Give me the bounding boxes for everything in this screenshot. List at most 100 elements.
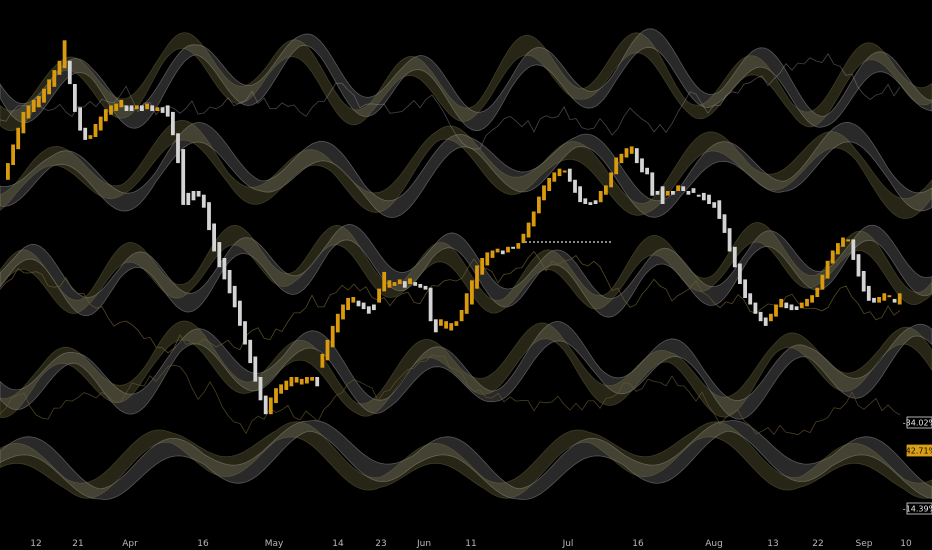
candle-160 xyxy=(830,250,835,264)
candle-75 xyxy=(392,282,397,286)
candle-46 xyxy=(243,321,247,345)
candle-98 xyxy=(511,246,515,249)
candle-135 xyxy=(701,192,706,201)
candle-106 xyxy=(552,172,557,182)
candles xyxy=(6,40,902,415)
price-badge-text: -34.02% xyxy=(903,419,932,428)
candle-15 xyxy=(83,127,88,140)
price-badge-text: -14.39% xyxy=(903,505,932,514)
candle-127 xyxy=(660,186,665,204)
candle-49 xyxy=(258,377,263,401)
candle-144 xyxy=(748,293,753,305)
candle-3 xyxy=(21,111,26,134)
x-tick-label: 22 xyxy=(812,539,823,549)
candle-166 xyxy=(861,271,866,292)
candle-108 xyxy=(562,170,567,173)
candle-116 xyxy=(604,185,608,195)
candle-151 xyxy=(784,302,789,309)
x-tick-label: 14 xyxy=(332,539,344,549)
ribbon-band-4-0 xyxy=(0,420,932,500)
candle-89 xyxy=(464,293,469,314)
candle-76 xyxy=(397,279,402,284)
candle-91 xyxy=(475,265,479,289)
candle-173 xyxy=(897,293,902,305)
price-badge-text: -42.71% xyxy=(903,447,932,456)
candle-93 xyxy=(485,252,490,266)
candle-71 xyxy=(372,304,376,311)
candle-50 xyxy=(263,395,268,415)
candle-101 xyxy=(526,222,531,238)
candle-111 xyxy=(578,186,582,203)
candle-56 xyxy=(294,377,299,383)
candle-92 xyxy=(480,258,485,275)
candle-31 xyxy=(165,105,170,117)
candle-39 xyxy=(207,202,211,231)
candle-78 xyxy=(408,278,412,284)
candle-14 xyxy=(78,107,82,131)
ribbon-band-0-0 xyxy=(0,28,932,132)
candle-168 xyxy=(872,297,876,303)
candle-112 xyxy=(583,198,588,204)
thin-line-1 xyxy=(0,250,901,354)
candle-88 xyxy=(459,310,464,322)
candle-107 xyxy=(557,168,562,177)
candle-44 xyxy=(232,285,237,308)
candle-5 xyxy=(31,99,36,112)
candle-68 xyxy=(356,300,361,307)
candle-35 xyxy=(186,192,191,205)
candle-11 xyxy=(62,40,67,69)
candle-53 xyxy=(279,384,283,394)
ribbon-band-1-0 xyxy=(0,121,932,219)
candle-165 xyxy=(856,254,861,277)
candle-155 xyxy=(805,298,809,307)
candle-142 xyxy=(738,263,742,284)
candle-119 xyxy=(619,153,624,164)
candle-64 xyxy=(335,313,340,333)
candle-124 xyxy=(645,167,649,175)
candle-141 xyxy=(732,246,737,268)
candle-12 xyxy=(67,60,72,85)
candle-33 xyxy=(176,133,180,164)
candle-117 xyxy=(609,172,613,188)
candle-77 xyxy=(402,281,407,288)
candle-60 xyxy=(315,377,320,387)
thin-line-2 xyxy=(0,354,901,436)
candle-129 xyxy=(671,191,675,195)
candle-36 xyxy=(191,191,196,201)
candle-72 xyxy=(377,288,381,303)
candle-170 xyxy=(882,293,887,301)
candle-62 xyxy=(325,339,330,361)
candle-128 xyxy=(665,191,670,196)
candle-104 xyxy=(542,185,546,201)
candle-67 xyxy=(351,297,356,303)
ribbon-band-4-1 xyxy=(0,421,932,499)
candle-121 xyxy=(629,146,634,154)
candle-158 xyxy=(820,274,825,290)
x-tick-label: 16 xyxy=(197,539,209,549)
candle-13 xyxy=(73,84,77,112)
ribbon-band-2-1 xyxy=(0,222,932,314)
candle-17 xyxy=(93,124,98,137)
candle-85 xyxy=(444,321,448,329)
candle-164 xyxy=(851,239,856,260)
ribbon-band-1-1 xyxy=(0,120,932,220)
candle-157 xyxy=(815,287,820,297)
candle-21 xyxy=(114,103,119,111)
time-axis: 12 21 Apr 16 May 14 23 Jun 11 Jul 16 Aug 13 22 Sep 10 xyxy=(30,539,912,549)
candle-24 xyxy=(129,105,134,111)
x-tick-label: 16 xyxy=(632,539,644,549)
candle-102 xyxy=(531,211,536,227)
x-tick-label: Jul xyxy=(562,539,574,549)
candle-6 xyxy=(36,96,41,108)
candle-51 xyxy=(268,397,273,415)
x-tick-label: 12 xyxy=(30,539,41,549)
price-badge-1: -42.71% xyxy=(903,444,932,457)
x-tick-label: 23 xyxy=(375,539,386,549)
candle-143 xyxy=(743,279,747,298)
candle-120 xyxy=(624,148,629,158)
candle-27 xyxy=(145,103,149,110)
price-badge-2: -14.39% xyxy=(903,502,932,515)
candle-152 xyxy=(789,304,794,311)
